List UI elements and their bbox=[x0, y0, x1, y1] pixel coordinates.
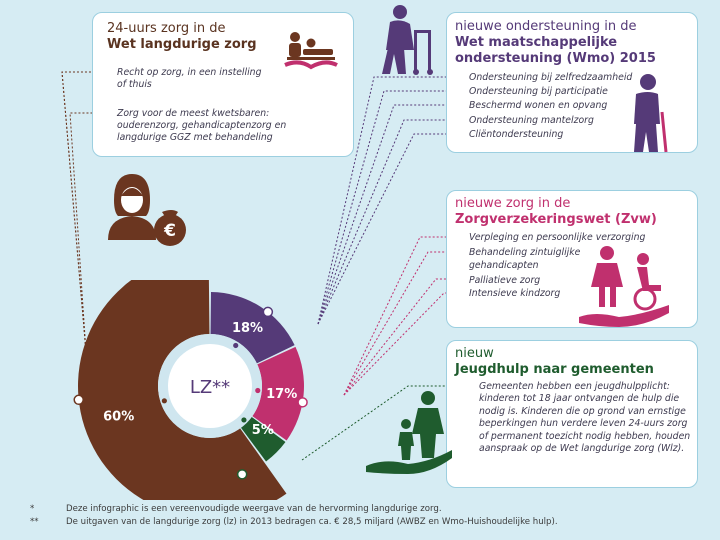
wmo-title: nieuwe ondersteuning in de Wet maatschap… bbox=[455, 19, 656, 66]
wmo-item-3: Beschermd wonen en opvang bbox=[469, 100, 608, 111]
label-zvw: 17% bbox=[266, 387, 297, 402]
elderly-cane-icon bbox=[634, 74, 668, 153]
wlz-item-2b: ouderenzorg, gehandicaptenzorg en bbox=[117, 120, 287, 131]
ring-marker-jeugdhulp bbox=[241, 417, 247, 423]
wlz-card: 24-uurs zorg in de Wet langdurige zorg R… bbox=[92, 12, 354, 157]
zvw-item-4: Intensieve kindzorg bbox=[469, 288, 561, 299]
elderly-walker-icon bbox=[382, 5, 433, 75]
zvw-item-1: Verpleging en persoonlijke verzorging bbox=[469, 232, 646, 243]
ring-marker-zvw bbox=[255, 387, 261, 394]
wmo-item-1: Ondersteuning bij zelfredzaamheid bbox=[469, 72, 633, 83]
connector-dot-wlz bbox=[73, 394, 84, 406]
zvw-item-2b: gehandicapten bbox=[469, 260, 539, 271]
zvw-title: nieuwe zorg in de Zorgverzekeringswet (Z… bbox=[455, 196, 657, 227]
zvw-card: nieuwe zorg in de Zorgverzekeringswet (Z… bbox=[446, 190, 698, 328]
label-wlz: 60% bbox=[103, 410, 134, 425]
connector-dot-wmo bbox=[262, 306, 274, 318]
footnote-1-text: Deze infographic is een vereenvoudigde w… bbox=[66, 504, 442, 514]
woman-money-icon: € bbox=[108, 174, 186, 246]
jeugd-card: nieuw Jeugdhulp naar gemeenten Gemeenten… bbox=[446, 340, 698, 488]
connector-dot-zvw bbox=[297, 397, 308, 408]
donut-chart: LZ** 18% 17% 5% 60% bbox=[73, 280, 308, 500]
family-hand-icon bbox=[366, 391, 452, 474]
zvw-item-2: Behandeling zintuiglijke bbox=[469, 247, 581, 258]
wmo-item-5: Cliëntondersteuning bbox=[469, 129, 564, 140]
jeugd-title: nieuw Jeugdhulp naar gemeenten bbox=[455, 346, 654, 377]
wlz-item-2c: langdurige GGZ met behandeling bbox=[117, 132, 273, 143]
wlz-item-2: Zorg voor de meest kwetsbaren: bbox=[117, 108, 270, 119]
wlz-item-1b: of thuis bbox=[117, 79, 152, 90]
slice-jeugdhulp bbox=[241, 417, 286, 462]
wmo-item-4: Ondersteuning mantelzorg bbox=[469, 115, 594, 126]
wlz-item-1: Recht op zorg, in een instelling bbox=[117, 67, 262, 78]
label-jeugdhulp: 5% bbox=[252, 423, 274, 438]
ring-marker-wlz bbox=[161, 398, 167, 404]
donut-center bbox=[168, 344, 252, 428]
slice-wlz bbox=[78, 280, 287, 500]
connector-dot-jeugdhulp bbox=[236, 469, 248, 480]
label-wmo: 18% bbox=[232, 321, 263, 336]
slice-wmo bbox=[210, 292, 295, 364]
jeugd-paragraph: Gemeenten hebben een jeugdhulpplicht: ki… bbox=[479, 381, 691, 455]
center-label: LZ** bbox=[190, 377, 230, 398]
care-bed-icon bbox=[284, 32, 338, 70]
footnote-2-text: De uitgaven van de langdurige zorg (lz) … bbox=[66, 517, 558, 527]
svg-text:€: € bbox=[163, 221, 176, 241]
wheelchair-care-icon bbox=[579, 246, 669, 327]
footnote-2-mark: ** bbox=[30, 517, 39, 527]
footnote-1-mark: * bbox=[30, 504, 35, 514]
wmo-item-2: Ondersteuning bij participatie bbox=[469, 86, 608, 97]
wlz-title: 24-uurs zorg in de Wet langdurige zorg bbox=[107, 21, 257, 52]
slice-zvw bbox=[252, 346, 304, 441]
ring-marker-wmo bbox=[233, 342, 239, 349]
zvw-item-3: Palliatieve zorg bbox=[469, 275, 541, 286]
